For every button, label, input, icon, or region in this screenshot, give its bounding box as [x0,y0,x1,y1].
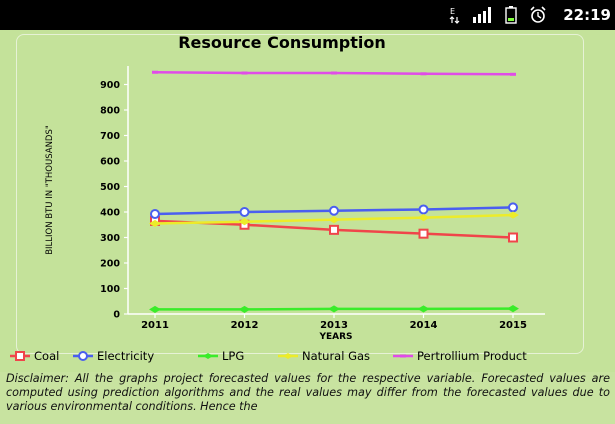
legend-label: Pertrollium Product [417,349,527,363]
legend-label: Natural Gas [302,349,370,363]
y-axis-label: BILLION BTU IN "THOUSANDS" [45,125,55,255]
legend-label: Electricity [97,349,154,363]
y-tick-label: 0 [113,310,120,321]
legend-label: Coal [34,349,59,363]
y-tick-label: 700 [100,131,120,142]
data-point [331,71,337,75]
data-transfer-icon: E [449,6,461,24]
data-point [150,209,160,220]
y-tick-label: 800 [100,106,120,117]
status-time: 22:19 [563,6,611,24]
x-tick-label: 2013 [320,320,348,331]
svg-text:E: E [450,7,455,16]
alarm-icon [529,6,547,24]
x-tick-label: 2014 [410,320,438,331]
data-point [328,216,340,224]
battery-icon [505,6,517,24]
legend-marker [400,354,406,358]
data-point [420,72,427,76]
chart-area: Resource Consumption 0 100 200 300 400 500 600 7… [0,30,615,372]
x-tick-label: 2012 [231,320,259,331]
data-point [152,70,158,74]
legend-label: LPG [222,349,244,363]
y-tick-label: 300 [100,233,120,244]
status-bar: E 22 [0,0,615,30]
legend-marker [78,351,88,361]
data-point [149,219,161,228]
data-point [418,204,429,215]
data-point [238,305,251,313]
data-point [329,205,339,216]
status-icons: E 22 [449,6,611,24]
disclaimer-text: Disclaimer: All the graphs project forec… [6,372,610,413]
signal-icon [473,7,493,23]
data-point [149,305,161,313]
legend-marker [15,351,25,361]
data-point [238,218,251,226]
y-tick-label: 600 [100,157,120,168]
y-tick-label: 900 [100,80,120,91]
data-point [239,207,250,217]
y-tick-label: 400 [100,208,120,219]
data-point [328,305,340,313]
line-chart: Resource Consumption 0 100 200 300 400 500 600 7… [10,33,545,363]
y-tick-label: 200 [100,259,120,270]
data-point [241,71,248,75]
data-point [508,232,518,243]
y-tick-label: 500 [100,182,120,193]
x-tick-label: 2015 [499,320,527,331]
data-point [417,305,430,313]
data-point [418,228,429,239]
x-tick-label: 2011 [141,320,169,331]
chart-panel [16,34,584,354]
data-point [507,305,519,313]
data-point [417,214,430,222]
data-point [329,224,339,235]
data-point [507,211,519,219]
y-tick-label: 100 [100,284,120,295]
chart-title: Resource Consumption [178,33,386,52]
x-axis-label: YEARS [318,332,352,342]
data-point [510,72,516,76]
data-point [508,202,518,213]
legend-marker [203,353,213,359]
legend-marker [283,353,293,359]
